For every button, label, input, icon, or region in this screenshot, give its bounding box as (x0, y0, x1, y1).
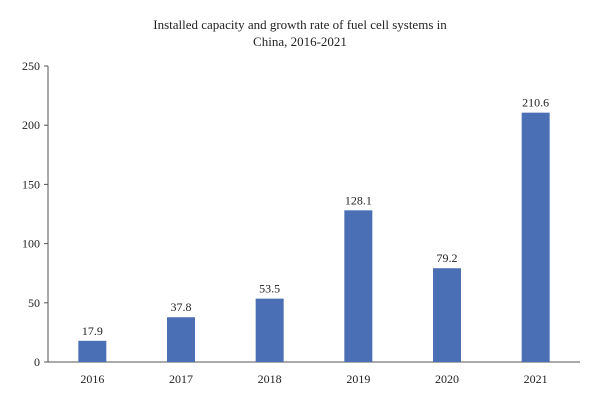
bar-2018 (255, 298, 284, 362)
x-tick-label: 2020 (435, 372, 459, 386)
data-label-2019: 128.1 (345, 193, 372, 207)
x-tick-label: 2021 (524, 372, 548, 386)
y-tick-label: 100 (22, 237, 40, 251)
y-tick-label: 150 (22, 177, 40, 191)
chart-title-line2: China, 2016-2021 (253, 34, 347, 49)
data-label-2020: 79.2 (437, 251, 458, 265)
bar-2019 (344, 210, 373, 362)
data-label-2016: 17.9 (82, 324, 103, 338)
y-tick-label: 200 (22, 118, 40, 132)
x-tick-label: 2018 (258, 372, 282, 386)
data-label-2021: 210.6 (522, 96, 549, 110)
data-label-2018: 53.5 (259, 282, 280, 296)
data-label-2017: 37.8 (171, 300, 192, 314)
y-tick-label: 50 (28, 296, 40, 310)
y-tick-label: 0 (34, 355, 40, 369)
bar-2020 (433, 268, 461, 362)
x-tick-label: 2019 (346, 372, 370, 386)
x-tick-label: 2016 (80, 372, 104, 386)
bar-2017 (167, 317, 195, 362)
bar-2021 (521, 112, 550, 362)
chart-title: Installed capacity and growth rate of fu… (153, 17, 447, 32)
y-tick-label: 250 (22, 59, 40, 73)
x-tick-label: 2017 (169, 372, 193, 386)
bar-2016 (78, 340, 107, 362)
